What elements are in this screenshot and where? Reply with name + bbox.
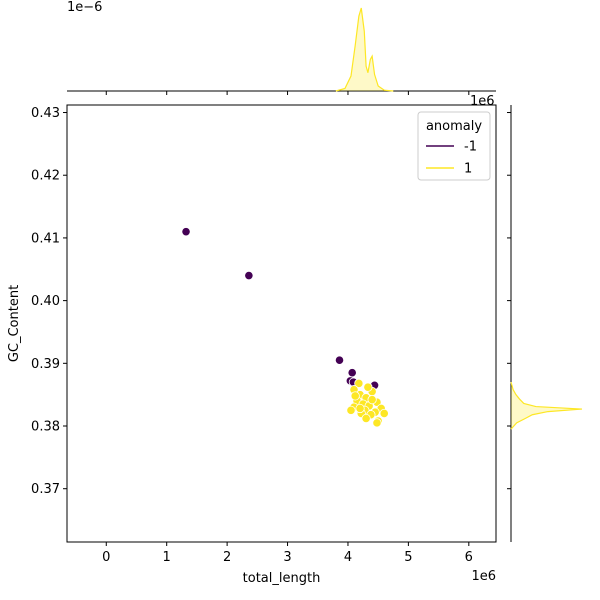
top-marginal-scale-label: 1e−6 xyxy=(67,0,102,15)
y-tick-label: 0.41 xyxy=(31,231,60,246)
scatter-point-normal xyxy=(354,378,364,388)
scatter-point-normal xyxy=(379,408,389,419)
x-tick-label: 5 xyxy=(404,550,412,565)
y-axis-label: GC_Content xyxy=(7,285,22,362)
legend-entry-label: 1 xyxy=(464,162,472,177)
x-tick-label: 6 xyxy=(465,550,473,565)
y-tick-label: 0.39 xyxy=(31,357,60,372)
main-axes-frame xyxy=(66,104,497,543)
scatter-point-anomaly xyxy=(347,368,357,378)
top-kde-fill xyxy=(335,8,394,91)
y-tick-label: 0.43 xyxy=(31,106,60,121)
scatter-point-normal xyxy=(361,413,371,424)
main-scatter-axes: 0 1 2 3 4 5 6 0.37 0.38 0.39 0.40 0.41 0.42 0.43 tot… xyxy=(7,104,497,586)
top-kde-line xyxy=(335,7,394,92)
right-kde-fill xyxy=(511,382,582,430)
x-tick-label: 3 xyxy=(283,550,291,565)
scatter-point-anomaly xyxy=(334,355,345,365)
scatter-point-normal xyxy=(350,391,360,401)
x-tick-label: 2 xyxy=(223,550,231,565)
scatter-point-normal xyxy=(355,403,365,414)
x-tick-label: 4 xyxy=(344,550,352,565)
scatter-points xyxy=(181,227,389,428)
y-tick-label: 0.40 xyxy=(31,294,60,309)
scatter-point-anomaly xyxy=(244,270,254,281)
y-axis-ticks: 0.37 0.38 0.39 0.40 0.41 0.42 0.43 xyxy=(31,106,67,497)
legend-entries: -11 xyxy=(426,140,477,177)
scatter-point-normal xyxy=(367,395,377,405)
y-tick-label: 0.38 xyxy=(31,420,60,435)
scatter-point-anomaly xyxy=(181,227,191,237)
top-marginal-kde: 1e−6 xyxy=(67,0,496,95)
x-axis-scale-label: 1e6 xyxy=(471,569,496,584)
y-tick-label: 0.42 xyxy=(31,169,60,184)
scatter-point-normal xyxy=(363,382,373,392)
scatter-point-normal xyxy=(372,418,382,428)
right-kde-line xyxy=(510,381,583,430)
top-marginal-ticks xyxy=(105,91,470,95)
legend-title: anomaly xyxy=(426,119,482,134)
x-axis-ticks: 0 1 2 3 4 5 6 xyxy=(102,542,473,565)
y-tick-label: 0.37 xyxy=(31,482,60,497)
legend-entry-label: -1 xyxy=(464,140,477,155)
x-axis-label: total_length xyxy=(243,571,321,586)
x-tick-label: 0 xyxy=(102,550,110,565)
scatter-point-normal xyxy=(346,405,356,415)
right-marginal-ticks xyxy=(507,112,511,490)
right-marginal-scale-label: 1e6 xyxy=(470,94,495,109)
legend: anomaly -11 xyxy=(417,111,491,181)
x-tick-label: 1 xyxy=(163,550,171,565)
